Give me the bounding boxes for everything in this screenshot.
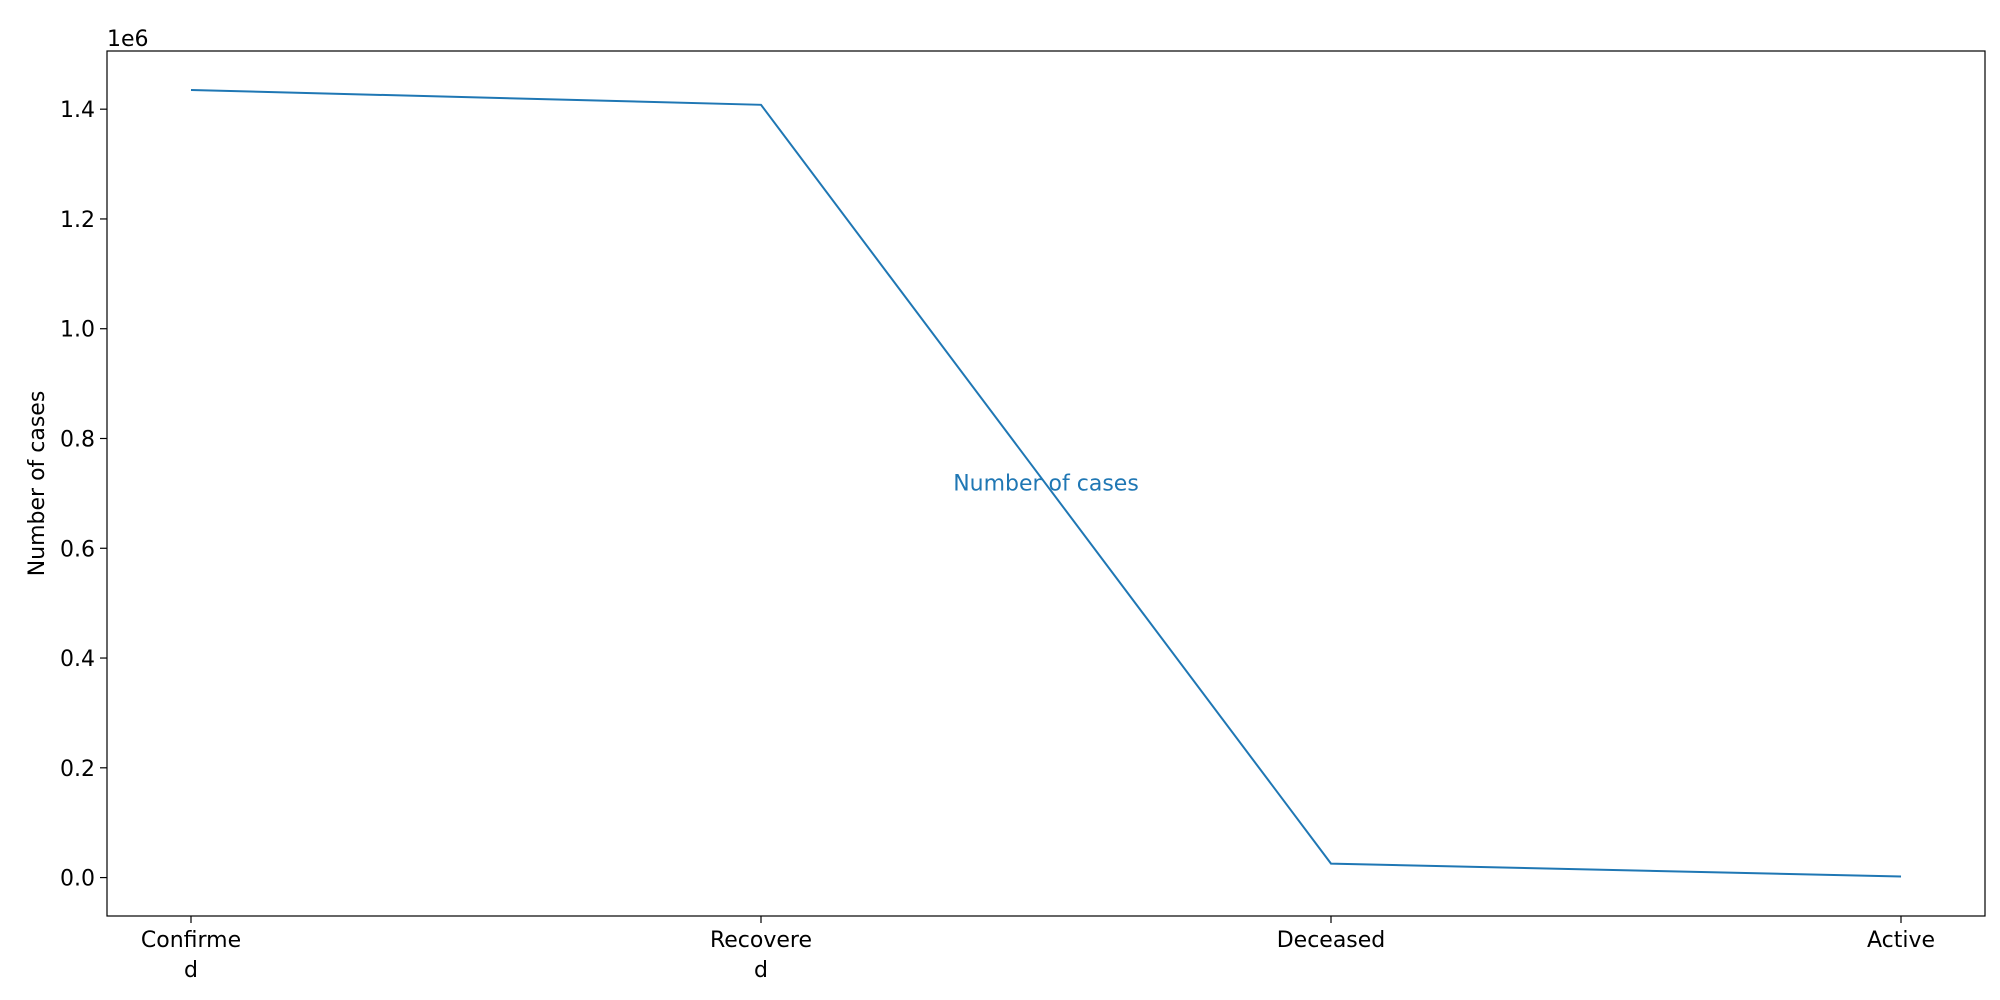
x-tick-label: Deceased <box>1277 928 1386 953</box>
plot-frame <box>106 50 1986 917</box>
y-tick-label: 1.0 <box>60 318 95 343</box>
y-offset-label: 1e6 <box>107 27 149 52</box>
y-tick-label: 0.6 <box>60 537 95 562</box>
y-tick-label: 0.8 <box>60 427 95 452</box>
y-tick-label: 0.2 <box>60 757 95 782</box>
y-tick-label: 0.0 <box>60 867 95 892</box>
series-line <box>190 89 1902 878</box>
y-tick-label: 1.4 <box>60 98 95 123</box>
y-tick-label: 0.4 <box>60 647 95 672</box>
x-tick-label: Active <box>1867 928 1935 953</box>
y-axis-title: Number of cases <box>25 391 50 577</box>
y-tick-label: 1.2 <box>60 208 95 233</box>
series-annotation: Number of cases <box>953 471 1139 496</box>
x-tick-label: Confirme d <box>141 928 241 983</box>
x-tick-label: Recovere d <box>710 928 812 983</box>
